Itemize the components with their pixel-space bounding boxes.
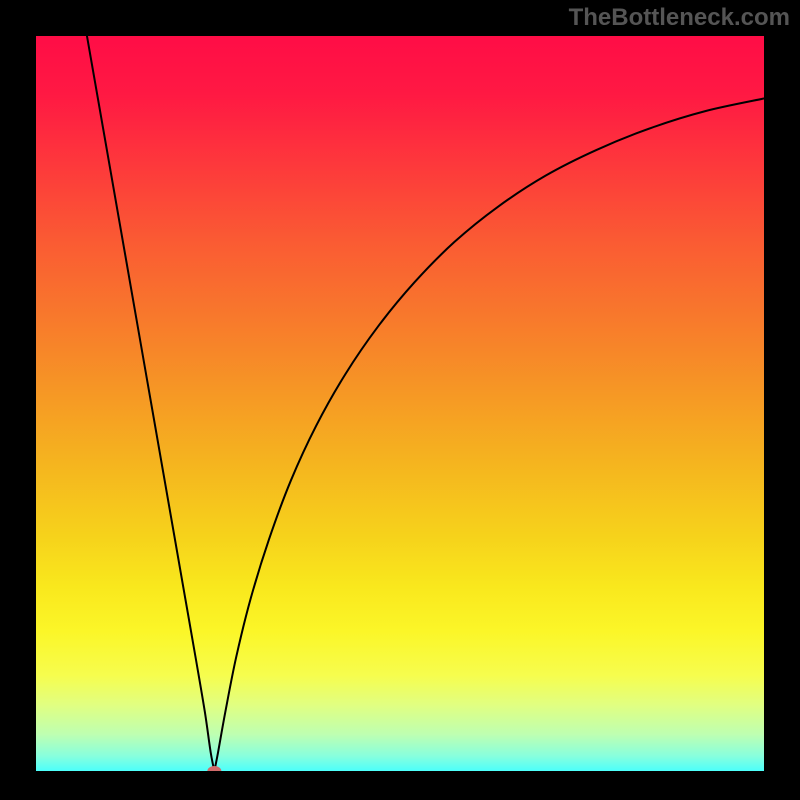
watermark-text: TheBottleneck.com — [569, 4, 790, 32]
plot-area — [36, 36, 764, 771]
gradient-background — [36, 36, 764, 771]
bottleneck-chart-svg — [36, 36, 764, 771]
chart-frame: TheBottleneck.com — [0, 0, 800, 800]
